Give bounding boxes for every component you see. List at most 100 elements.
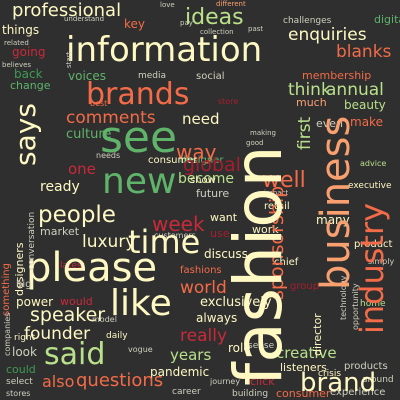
word-role: role — [228, 341, 251, 355]
word-growing: start — [65, 51, 73, 68]
word-make: make — [350, 115, 383, 129]
word-sense: sense — [248, 341, 275, 351]
word-speaker: speaker — [30, 304, 106, 326]
word-voices: voices — [68, 69, 107, 83]
word-impact: impact — [264, 189, 289, 197]
word-collection: collection — [200, 28, 234, 36]
word-think: think — [288, 80, 331, 100]
word-always: always — [196, 311, 238, 325]
word-advice: advice — [360, 159, 387, 168]
word-like: like — [110, 283, 172, 324]
word-first: first — [295, 116, 315, 150]
word-become: become — [178, 171, 235, 187]
word-daily: daily — [106, 331, 128, 341]
word-challenges: challenges — [283, 16, 332, 26]
word-experience: experience — [330, 387, 386, 398]
word-retail: retail — [264, 201, 290, 212]
word-making: making — [250, 129, 276, 137]
word-brands: brands — [86, 77, 190, 112]
word-digital: digital — [374, 13, 400, 26]
word-membership: membership — [302, 69, 372, 82]
word-culture: culture — [66, 127, 112, 142]
word-market: market — [40, 225, 80, 238]
word-stores: stores — [6, 389, 31, 398]
word-related: related — [4, 39, 29, 47]
word-want: want — [210, 211, 238, 224]
word-fashion: fashion — [220, 145, 297, 386]
word-ideas: ideas — [185, 5, 244, 30]
word-career: career — [172, 387, 201, 397]
word-click: click — [250, 375, 275, 388]
word-change: change — [10, 79, 51, 92]
word-director: director — [311, 313, 324, 356]
word-something: something — [1, 263, 12, 316]
word-luxury: luxury — [82, 232, 136, 252]
word-people: people — [38, 202, 116, 228]
word-look: look — [12, 345, 37, 359]
word-beauty: beauty — [344, 98, 386, 112]
word-professional: professional — [12, 0, 122, 21]
word-world: world — [180, 278, 227, 298]
word-would: would — [60, 295, 93, 308]
word-social: social — [196, 71, 225, 82]
word-journey: journey — [210, 377, 241, 386]
word-designer: designer — [180, 155, 224, 166]
word-please: please — [26, 245, 158, 291]
word-global: global — [183, 154, 241, 176]
word-could: could — [6, 363, 36, 376]
word-business: business — [313, 115, 359, 290]
word-best: best — [90, 99, 108, 108]
word-select: select — [6, 377, 33, 387]
word-chief: chief — [274, 257, 299, 268]
word-consumer: consumer — [148, 155, 198, 166]
word-discuss: discuss — [204, 247, 248, 261]
word-well: well — [262, 168, 306, 193]
word-ready: ready — [40, 179, 80, 195]
word-simply: simply — [368, 257, 395, 266]
word-also: also — [42, 372, 75, 391]
word-blanks: blanks — [336, 42, 392, 62]
word-week: week — [152, 212, 205, 236]
word-enquiries: enquiries — [288, 25, 367, 45]
word-model: model — [92, 315, 117, 324]
word-years: years — [170, 346, 212, 364]
word-good: good — [246, 139, 264, 147]
word-fashions: fashions — [180, 265, 222, 276]
word-different: different — [216, 0, 246, 8]
word-says: says — [9, 103, 42, 166]
word-use: use — [210, 227, 230, 240]
word-companies: companies — [3, 312, 12, 356]
word-annual: annual — [326, 80, 384, 100]
word-show: show — [190, 175, 216, 186]
word-way: way — [176, 140, 217, 164]
word-believes: believes — [2, 61, 32, 69]
word-pay: pay — [180, 19, 193, 27]
word-group: group — [290, 281, 320, 292]
word-key: key — [124, 17, 146, 31]
word-past: past — [248, 25, 264, 33]
word-founder: founder — [24, 324, 91, 344]
word-product: product — [354, 239, 393, 250]
word-much: much — [296, 96, 327, 109]
word-vogue: vogue — [128, 345, 153, 354]
word-executive: executive — [348, 181, 392, 191]
word-understand: understand — [64, 15, 105, 23]
word-time: time — [128, 223, 201, 261]
word-going: going — [12, 45, 46, 59]
word-conversation: conversation — [27, 211, 37, 270]
word-store: store — [218, 97, 239, 106]
word-work: work — [252, 223, 279, 236]
word-crisis: crisis — [318, 369, 342, 379]
word-pandemic: pandemic — [150, 365, 210, 379]
word-one: one — [68, 160, 96, 178]
word-future: future — [196, 187, 230, 200]
word-many: many — [316, 213, 350, 227]
word-things: things — [2, 23, 40, 37]
word-media: media — [138, 71, 167, 81]
word-industry: industry — [353, 202, 391, 334]
word-questions: questions — [76, 370, 164, 391]
word-listeners: listeners — [280, 361, 327, 374]
word-consumers: consumer — [276, 387, 331, 400]
word-back: back — [14, 67, 43, 81]
